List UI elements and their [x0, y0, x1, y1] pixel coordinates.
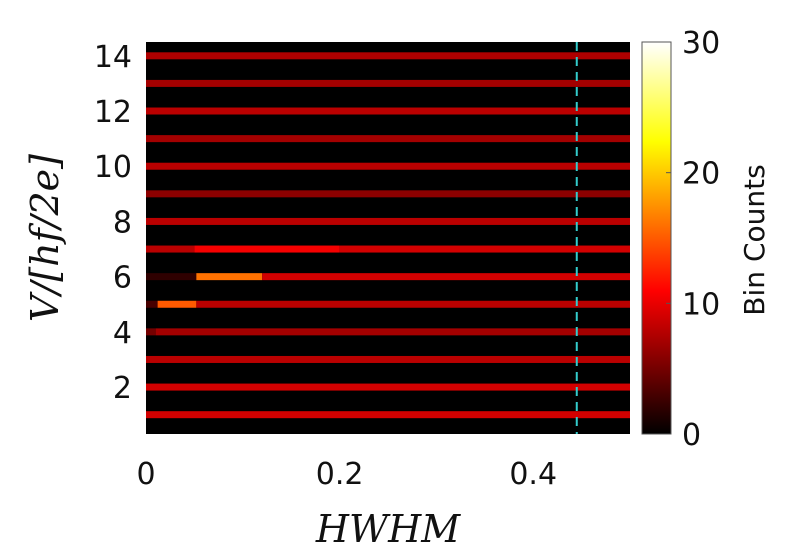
- colorbar: [641, 41, 672, 435]
- heatmap-cell: [155, 328, 630, 336]
- y-tick-label: 12: [94, 95, 132, 130]
- x-axis-label: HWHM: [315, 507, 461, 551]
- y-tick-label: 4: [113, 316, 132, 351]
- heatmap-cell: [146, 245, 195, 253]
- x-tick-label: 0: [136, 457, 155, 492]
- heatmap-cell: [339, 245, 630, 253]
- plot-background: [146, 42, 630, 434]
- heatmap-cell: [146, 273, 197, 281]
- heatmap-cell: [146, 300, 158, 308]
- x-axis-ticks: 0 0.2 0.4: [136, 457, 557, 492]
- y-tick-label: 8: [113, 205, 132, 240]
- y-axis-label: V/[hf/2e]: [23, 154, 67, 322]
- y-tick-label: 6: [113, 261, 132, 296]
- x-tick-label: 0.4: [509, 457, 557, 492]
- colorbar-tick-label: 30: [682, 26, 720, 61]
- y-axis-ticks: 2 4 6 8 10 12 14: [94, 40, 132, 406]
- heatmap-cell: [196, 273, 263, 281]
- heatmap-cell: [196, 300, 630, 308]
- heatmap-cell: [146, 107, 630, 115]
- heatmap-cell: [194, 245, 340, 253]
- heatmap-cell: [262, 273, 630, 281]
- heatmap-cell: [146, 383, 630, 391]
- x-tick-label: 0.2: [316, 457, 364, 492]
- colorbar-ticks: 0 10 20 30: [666, 26, 720, 453]
- heatmap-cell: [146, 328, 156, 336]
- heatmap-cell: [146, 162, 630, 170]
- heatmap-cell: [146, 411, 630, 419]
- colorbar-label: Bin Counts: [738, 164, 771, 315]
- heatmap-cell: [146, 355, 630, 363]
- colorbar-tick-label: 20: [682, 157, 720, 192]
- heatmap-cell: [146, 190, 630, 198]
- y-tick-label: 14: [94, 40, 132, 75]
- colorbar-tick-label: 0: [682, 418, 701, 453]
- heatmap-cell: [146, 217, 630, 225]
- y-tick-label: 10: [94, 150, 132, 185]
- heatmap-rows: [146, 52, 630, 419]
- heatmap-cell: [146, 52, 630, 60]
- heatmap-cell: [146, 79, 630, 87]
- colorbar-tick-label: 10: [682, 287, 720, 322]
- heatmap-cell: [157, 300, 197, 308]
- y-tick-label: 2: [113, 371, 132, 406]
- heatmap-cell: [146, 135, 630, 143]
